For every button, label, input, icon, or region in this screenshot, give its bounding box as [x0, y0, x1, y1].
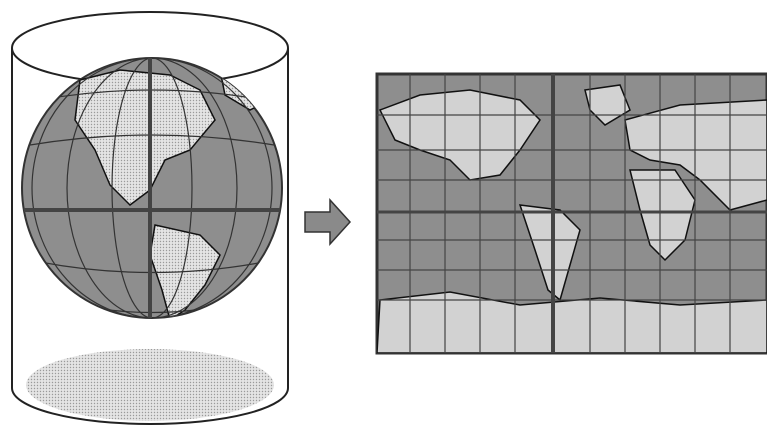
arrow	[305, 200, 350, 244]
projection-diagram	[0, 0, 767, 428]
mercator-map	[377, 74, 767, 353]
cylinder-shadow	[26, 349, 274, 421]
page	[0, 0, 767, 428]
globe	[22, 50, 282, 325]
